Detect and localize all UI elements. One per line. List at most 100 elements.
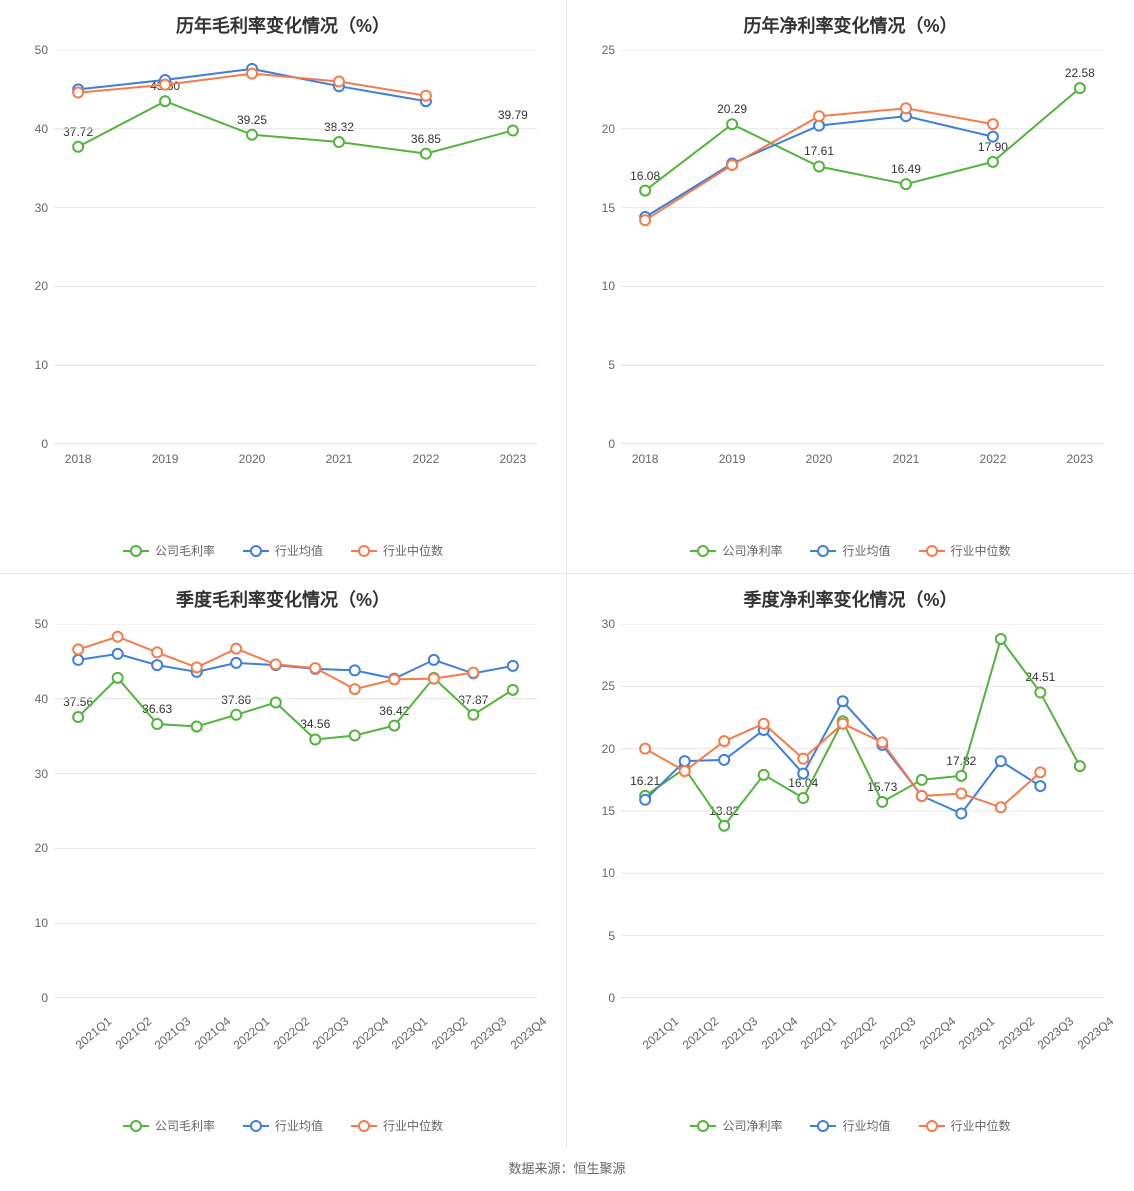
y-tick-label: 15	[591, 804, 615, 818]
series-marker-company	[727, 119, 737, 129]
series-marker-median	[73, 88, 83, 98]
series-line-company	[645, 88, 1080, 191]
series-marker-avg	[798, 769, 808, 779]
series-marker-avg	[838, 696, 848, 706]
chart-legend: 公司毛利率 行业均值 行业中位数	[0, 542, 566, 559]
series-marker-company	[956, 771, 966, 781]
series-marker-avg	[996, 756, 1006, 766]
legend-label: 行业均值	[842, 542, 890, 559]
legend-swatch	[243, 544, 269, 558]
x-tick-label: 2023Q3	[468, 1014, 510, 1052]
legend-swatch	[243, 1119, 269, 1133]
y-tick-label: 30	[591, 617, 615, 631]
series-marker-company	[759, 770, 769, 780]
chart-panel-quarter_net: 季度净利率变化情况（%）0510152025302021Q12021Q22021…	[567, 574, 1134, 1148]
series-marker-avg	[73, 655, 83, 665]
y-tick-label: 0	[24, 991, 48, 1005]
series-marker-avg	[640, 795, 650, 805]
series-marker-company	[988, 157, 998, 167]
chart-grid: 历年毛利率变化情况（%）0102030405020182019202020212…	[0, 0, 1134, 1148]
series-line-company	[78, 678, 513, 740]
series-marker-company	[917, 775, 927, 785]
legend-swatch	[123, 1119, 149, 1133]
x-tick-label: 2021	[893, 452, 920, 466]
series-marker-median	[247, 69, 257, 79]
y-tick-label: 20	[24, 841, 48, 855]
y-tick-label: 20	[24, 279, 48, 293]
legend-item-avg: 行业均值	[243, 1117, 323, 1134]
series-marker-median	[996, 802, 1006, 812]
y-tick-label: 40	[24, 122, 48, 136]
chart-legend: 公司净利率行业均值行业中位数	[567, 542, 1134, 559]
legend-item-median: 行业中位数	[351, 542, 443, 559]
legend-swatch	[690, 1119, 716, 1133]
x-tick-label: 2023Q4	[507, 1014, 549, 1052]
x-tick-label: 2022Q3	[310, 1014, 352, 1052]
legend-item-median: 行业中位数	[919, 1117, 1011, 1134]
series-marker-avg	[508, 661, 518, 671]
series-marker-company	[1035, 687, 1045, 697]
y-tick-label: 5	[591, 358, 615, 372]
chart-panel-annual_gross: 历年毛利率变化情况（%）0102030405020182019202020212…	[0, 0, 567, 574]
x-tick-label: 2021Q3	[719, 1014, 761, 1052]
legend-item-company: 公司净利率	[690, 1117, 782, 1134]
series-marker-median	[271, 659, 281, 669]
legend-item-avg: 行业均值	[810, 1117, 890, 1134]
series-marker-avg	[719, 755, 729, 765]
series-marker-median	[310, 663, 320, 673]
y-tick-label: 10	[591, 866, 615, 880]
y-tick-label: 20	[591, 742, 615, 756]
series-marker-company	[160, 96, 170, 106]
series-marker-company	[113, 673, 123, 683]
chart-panel-annual_net: 历年净利率变化情况（%）0510152025201820192020202120…	[567, 0, 1134, 574]
series-marker-avg	[680, 756, 690, 766]
series-marker-company	[877, 797, 887, 807]
chart-plot	[621, 624, 1104, 998]
series-marker-median	[334, 77, 344, 87]
series-marker-median	[1035, 767, 1045, 777]
y-tick-label: 0	[24, 437, 48, 451]
legend-item-avg: 行业均值	[243, 542, 323, 559]
legend-item-company: 公司净利率	[690, 542, 782, 559]
legend-swatch	[810, 1119, 836, 1133]
series-marker-median	[231, 644, 241, 654]
series-marker-company	[996, 634, 1006, 644]
x-tick-label: 2018	[632, 452, 659, 466]
y-tick-label: 10	[24, 916, 48, 930]
legend-swatch	[123, 544, 149, 558]
legend-label: 行业均值	[275, 1117, 323, 1134]
x-tick-label: 2023Q4	[1074, 1014, 1116, 1052]
series-marker-median	[421, 91, 431, 101]
legend-item-avg: 行业均值	[810, 542, 890, 559]
series-marker-company	[508, 125, 518, 135]
x-tick-label: 2022Q4	[916, 1014, 958, 1052]
series-line-company	[78, 101, 513, 153]
series-marker-avg	[1035, 781, 1045, 791]
x-tick-label: 2019	[719, 452, 746, 466]
x-tick-label: 2021Q2	[112, 1014, 154, 1052]
series-marker-median	[814, 111, 824, 121]
y-tick-label: 30	[24, 201, 48, 215]
series-marker-median	[727, 160, 737, 170]
series-marker-avg	[350, 665, 360, 675]
x-tick-label: 2021Q4	[191, 1014, 233, 1052]
legend-swatch	[351, 1119, 377, 1133]
legend-swatch	[919, 544, 945, 558]
legend-label: 公司毛利率	[155, 542, 215, 559]
legend-swatch	[351, 544, 377, 558]
series-marker-median	[917, 791, 927, 801]
series-marker-company	[73, 712, 83, 722]
y-tick-label: 20	[591, 122, 615, 136]
x-tick-label: 2021Q1	[73, 1014, 115, 1052]
x-tick-label: 2018	[65, 452, 92, 466]
series-marker-median	[73, 644, 83, 654]
legend-label: 行业均值	[842, 1117, 890, 1134]
series-marker-median	[759, 719, 769, 729]
chart-plot	[54, 50, 537, 444]
x-tick-label: 2023Q2	[428, 1014, 470, 1052]
x-tick-label: 2023Q1	[389, 1014, 431, 1052]
series-marker-median	[389, 674, 399, 684]
series-marker-median	[160, 80, 170, 90]
series-marker-company	[334, 137, 344, 147]
legend-label: 行业中位数	[383, 542, 443, 559]
